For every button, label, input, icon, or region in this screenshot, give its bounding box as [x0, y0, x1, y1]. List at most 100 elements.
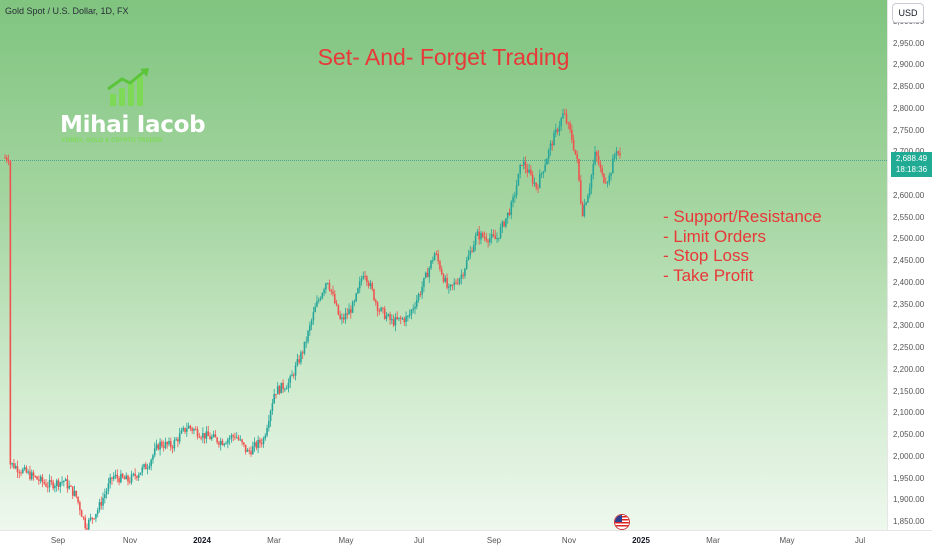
chart-area[interactable] — [0, 0, 887, 530]
candle-body — [100, 502, 103, 506]
candle-body — [348, 309, 350, 315]
candle-body — [346, 313, 349, 315]
candle-body — [455, 282, 457, 284]
candle-body — [50, 480, 53, 482]
candle-body — [157, 444, 160, 450]
candle-body — [278, 386, 281, 394]
price-tick-label: 2,000.00 — [893, 451, 925, 461]
time-tick-label: Sep — [50, 536, 66, 545]
candle-body — [362, 276, 365, 279]
candle-body — [448, 286, 450, 288]
candle-body — [166, 442, 169, 445]
candle-body — [207, 431, 210, 437]
candle-body — [187, 425, 190, 429]
candle-body — [389, 314, 391, 320]
candle-body — [489, 238, 491, 243]
candle-body — [380, 307, 382, 311]
candle-body — [408, 314, 411, 316]
candle-body — [120, 473, 122, 483]
candle-body — [594, 151, 596, 165]
candle-body — [84, 517, 87, 529]
candle-body — [339, 314, 341, 319]
candle-body — [312, 312, 315, 321]
candle-body — [171, 447, 174, 449]
candle-body — [501, 221, 504, 228]
price-scale[interactable]: 3,000.002,950.002,900.002,850.002,800.00… — [887, 0, 932, 530]
candle-body — [66, 479, 69, 489]
time-scale[interactable]: Sep Nov 2024 Mar May Jul Sep Nov 2025 Mar May Jul — [0, 530, 932, 551]
candle-body — [325, 283, 327, 290]
candle-body — [522, 161, 525, 166]
candle-body — [112, 476, 115, 479]
currency-button[interactable]: USD — [892, 3, 924, 23]
candle-body — [248, 450, 251, 452]
candle-body — [128, 481, 131, 483]
last-price-badge: 2,688.49 18:18:36 — [891, 152, 932, 177]
candle-body — [490, 234, 493, 239]
candle-body — [587, 195, 589, 203]
candle-body — [337, 304, 340, 315]
candle-body — [323, 289, 325, 294]
candle-body — [114, 474, 117, 477]
candle-body — [7, 160, 10, 162]
candle-body — [287, 382, 290, 389]
us-flag-event-icon[interactable] — [614, 514, 630, 530]
candle-body — [239, 439, 242, 441]
candle-body — [86, 528, 88, 530]
candle-body — [259, 439, 261, 444]
candle-body — [428, 268, 431, 278]
candle-body — [526, 168, 529, 173]
candle-body — [558, 126, 561, 132]
candle-body — [394, 316, 397, 326]
candle-body — [433, 253, 436, 261]
candle-body — [193, 429, 195, 431]
candle-body — [371, 283, 374, 290]
time-tick-label: May — [338, 536, 354, 545]
candle-body — [314, 306, 316, 313]
candle-body — [266, 427, 268, 436]
candle-body — [519, 165, 521, 174]
candle-body — [569, 123, 571, 130]
candle-body — [255, 442, 258, 448]
candle-body — [80, 510, 83, 517]
candle-body — [300, 352, 302, 363]
time-tick-label: 2024 — [193, 536, 211, 545]
candle-body — [478, 231, 480, 240]
candle-body — [328, 283, 331, 290]
candle-body — [77, 496, 79, 503]
candle-body — [604, 182, 607, 184]
bar-countdown: 18:18:36 — [895, 165, 928, 174]
candle-body — [321, 293, 324, 299]
candle-body — [391, 319, 393, 321]
candle-body — [366, 276, 368, 283]
candle-body — [531, 174, 534, 184]
candle-body — [200, 437, 202, 439]
candle-body — [127, 475, 129, 482]
candle-body — [553, 132, 555, 146]
candle-body — [596, 151, 598, 156]
candle-body — [125, 475, 128, 480]
candle-body — [180, 430, 183, 434]
candle-body — [551, 143, 554, 146]
candle-body — [82, 516, 85, 518]
candle-body — [260, 443, 263, 445]
candle-body — [216, 437, 218, 443]
time-tick-label: May — [779, 536, 795, 545]
candle-body — [230, 435, 233, 439]
candle-body — [36, 476, 38, 480]
price-tick-label: 1,850.00 — [893, 517, 925, 526]
candle-body — [182, 427, 185, 431]
candle-body — [514, 195, 516, 197]
candle-body — [544, 164, 546, 172]
candle-body — [456, 283, 459, 285]
candle-body — [46, 486, 49, 488]
candle-body — [440, 269, 443, 275]
candle-body — [34, 476, 37, 478]
candle-body — [601, 167, 603, 174]
candle-body — [485, 237, 488, 241]
price-tick-label: 1,950.00 — [893, 473, 925, 483]
candle-body — [250, 451, 252, 455]
candle-body — [401, 318, 404, 320]
candle-body — [305, 341, 308, 343]
candle-body — [173, 440, 176, 449]
